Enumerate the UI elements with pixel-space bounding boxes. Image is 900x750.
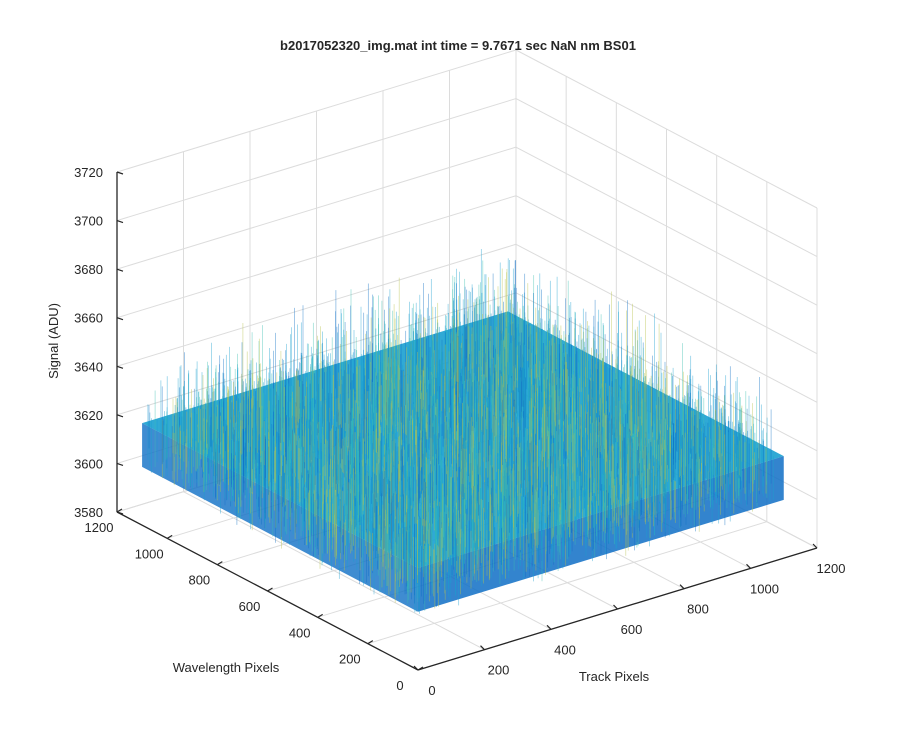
grid-line [515, 146, 818, 306]
grid-line [116, 243, 517, 367]
z-tick-label: 3580 [74, 505, 103, 520]
z-tick-mark [116, 171, 124, 175]
grid-line [515, 243, 818, 403]
x-tick-mark [746, 563, 751, 569]
z-tick-mark [116, 220, 124, 224]
x-tick-label: 0 [428, 683, 435, 698]
z-tick-label: 3660 [74, 311, 103, 326]
z-tick-label: 3680 [74, 262, 103, 277]
x-tick-label: 1000 [750, 581, 779, 596]
surface-mesh [142, 249, 784, 614]
x-tick-label: 800 [687, 602, 709, 617]
grid-line [515, 98, 818, 258]
z-tick-mark [116, 414, 124, 418]
y-tick-mark [217, 561, 223, 566]
grid-line [515, 195, 818, 355]
grid-line [116, 49, 517, 173]
y-tick-label: 1200 [85, 520, 114, 535]
z-tick-label: 3640 [74, 359, 103, 374]
x-tick-mark [546, 624, 552, 630]
z-tick-mark [116, 511, 124, 515]
y-tick-label: 800 [188, 573, 210, 588]
y-axis-label: Wavelength Pixels [173, 660, 280, 675]
y-tick-label: 400 [289, 625, 311, 640]
z-tick-mark [116, 462, 124, 466]
grid-line [116, 146, 517, 270]
y-tick-label: 200 [339, 652, 361, 667]
z-tick-mark [116, 268, 124, 272]
z-tick-label: 3720 [74, 165, 103, 180]
grid-line [116, 98, 517, 222]
surface-noise [147, 249, 774, 614]
x-axis-label: Track Pixels [579, 669, 650, 684]
x-tick-label: 200 [488, 663, 510, 678]
z-tick-mark [116, 317, 124, 321]
y-tick-label: 0 [396, 678, 403, 693]
z-tick-label: 3700 [74, 214, 103, 229]
y-tick-mark [267, 587, 273, 592]
x-tick-label: 1200 [817, 561, 846, 576]
z-tick-label: 3600 [74, 456, 103, 471]
y-tick-label: 600 [239, 599, 261, 614]
x-tick-mark [480, 645, 485, 651]
x-tick-mark [613, 604, 618, 610]
x-tick-mark [679, 584, 685, 590]
z-tick-mark [116, 365, 124, 369]
grid-line [116, 195, 517, 319]
y-tick-label: 1000 [135, 546, 164, 561]
x-tick-label: 600 [621, 622, 643, 637]
x-tick-label: 400 [554, 642, 576, 657]
y-tick-mark [417, 666, 424, 671]
x-tick-mark [812, 543, 818, 549]
z-axis-label: Signal (ADU) [46, 303, 61, 379]
tick-labels: 0 200 400 600 800 1000 1200 0 200 400 600 800 1000 12… [74, 165, 845, 698]
y-tick-mark [166, 534, 173, 539]
grid-line [515, 49, 818, 209]
x-tick-mark [413, 665, 419, 671]
z-tick-label: 3620 [74, 408, 103, 423]
grid-line [367, 521, 767, 645]
axes [116, 171, 818, 671]
surface-side-face [142, 423, 419, 612]
chart-title: b2017052320_img.mat int time = 9.7671 se… [280, 38, 636, 53]
y-tick-mark [367, 640, 374, 645]
y-tick-mark [116, 508, 123, 513]
y-tick-mark [317, 613, 323, 618]
